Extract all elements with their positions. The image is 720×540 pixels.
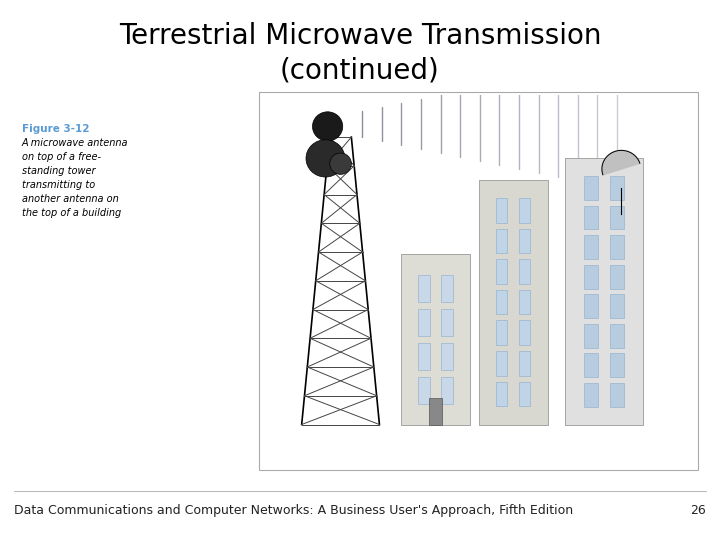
Bar [584,324,598,348]
Polygon shape [602,151,640,175]
Text: A microwave antenna
on top of a free-
standing tower
transmitting to
another ant: A microwave antenna on top of a free- st… [22,138,128,218]
Bar [418,377,431,404]
Bar [418,309,431,336]
Bar [584,206,598,230]
Text: Terrestrial Microwave Transmission
(continued): Terrestrial Microwave Transmission (cont… [119,22,601,84]
Bar [519,259,531,284]
Bar [496,351,508,375]
Bar [519,290,531,314]
Text: Figure 3-12: Figure 3-12 [22,124,89,134]
Bar [441,377,454,404]
Ellipse shape [330,153,351,174]
Ellipse shape [306,140,345,177]
Bar [496,320,508,345]
Bar [418,275,431,302]
Text: Data Communications and Computer Networks: A Business User's Approach, Fifth Edi: Data Communications and Computer Network… [14,504,574,517]
Bar [401,254,470,424]
Bar [519,198,531,222]
Bar [584,383,598,407]
Bar [584,176,598,200]
Bar [584,353,598,377]
Bar [418,343,431,370]
Bar [441,275,454,302]
Text: 26: 26 [690,504,706,517]
Bar [496,259,508,284]
Bar [610,176,624,200]
Bar [441,309,454,336]
Bar [610,206,624,230]
Bar [496,228,508,253]
Bar [259,92,698,470]
Bar [441,343,454,370]
Bar [519,320,531,345]
Bar [610,294,624,318]
Bar [479,180,548,424]
Bar [496,198,508,222]
Bar [610,324,624,348]
Bar [610,383,624,407]
Ellipse shape [312,112,343,141]
Bar [519,382,531,406]
Bar [429,398,442,424]
Bar [610,353,624,377]
Bar [584,294,598,318]
Bar [610,235,624,259]
Bar [565,158,643,424]
Bar [584,235,598,259]
Bar [496,290,508,314]
Bar [496,382,508,406]
Bar [519,228,531,253]
Bar [610,265,624,289]
Bar [584,265,598,289]
Bar [519,351,531,375]
